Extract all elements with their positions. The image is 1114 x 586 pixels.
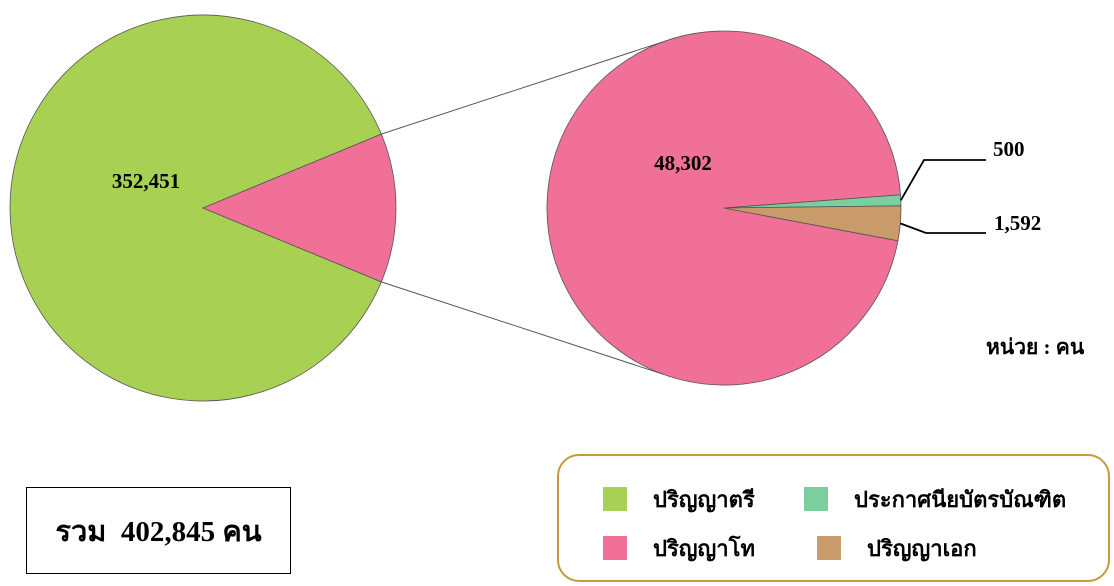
data-label-graduate-diploma: 500	[993, 137, 1025, 161]
pie-slice-bachelor	[9, 14, 382, 402]
legend-label: ปริญญาเอก	[867, 535, 977, 561]
data-labels: 352,451 48,302 500 1,592	[112, 137, 1041, 235]
pie-connectors	[381, 41, 664, 375]
legend-item-graduate-diploma: ประกาศนียบัตรบัณฑิต	[804, 484, 1066, 514]
pie-slice-other	[201, 133, 397, 283]
connector-top	[381, 41, 664, 135]
legend-swatch	[603, 536, 627, 560]
legend-label: ปริญญาตรี	[653, 486, 755, 512]
total-box: รวม 402,845 คน	[26, 487, 291, 574]
legend-swatch	[817, 536, 841, 560]
legend-label: ปริญญาโท	[653, 535, 755, 561]
legend-item-master: ปริญญาโท	[603, 533, 755, 563]
legend-item-bachelor: ปริญญาตรี	[603, 484, 755, 514]
detail-pie	[546, 30, 902, 386]
data-label-master: 48,302	[654, 151, 712, 175]
legend-item-doctorate: ปริญญาเอก	[817, 533, 977, 563]
connector-bottom	[381, 281, 664, 375]
leader-line-doctorate	[899, 222, 986, 234]
main-pie	[9, 14, 397, 402]
unit-label: หน่วย : คน	[986, 335, 1085, 359]
data-label-bachelor: 352,451	[112, 169, 180, 193]
legend-swatch	[603, 487, 627, 511]
leader-line-graduate-diploma	[900, 159, 986, 201]
legend-swatch	[804, 487, 828, 511]
legend: ปริญญาตรี ประกาศนียบัตรบัณฑิต ปริญญาโท ป…	[557, 454, 1110, 582]
legend-label: ประกาศนียบัตรบัณฑิต	[854, 486, 1067, 512]
pie-slice-master	[546, 30, 901, 386]
data-label-doctorate: 1,592	[994, 211, 1041, 235]
